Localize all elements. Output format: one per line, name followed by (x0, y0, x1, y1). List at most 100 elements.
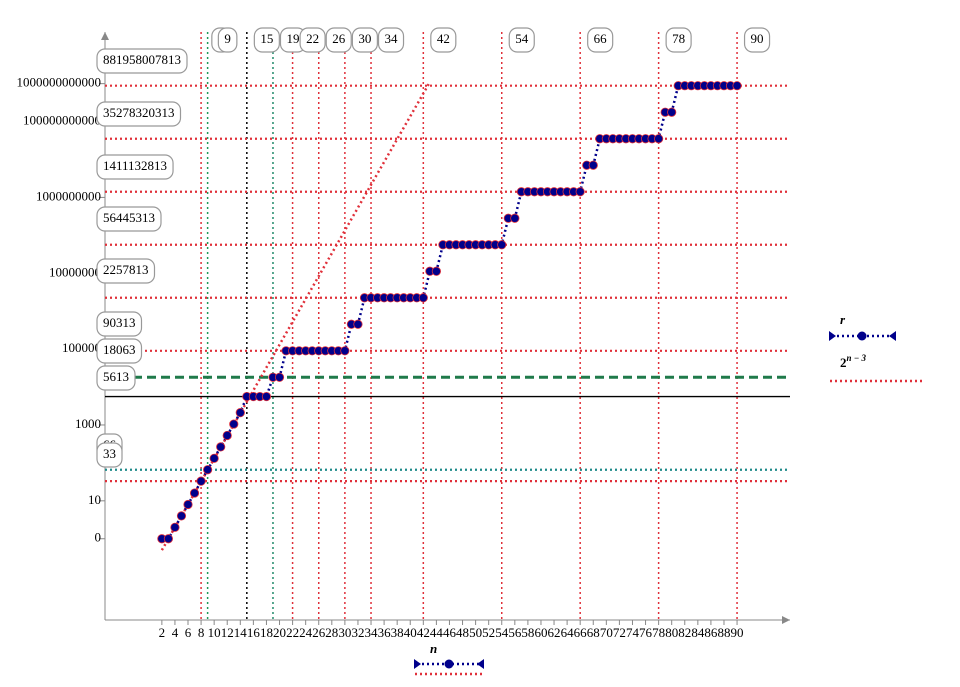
x-tick-label: 36 (378, 625, 392, 640)
x-marker-label-box (743, 27, 771, 53)
y-tick-label: 10 (88, 492, 101, 507)
y-marker-label-box (96, 258, 156, 284)
x-marker-label: 90 (751, 31, 764, 46)
x-tick-label: 74 (626, 625, 640, 640)
x-tick-label: 2 (159, 625, 166, 640)
x-marker-label-group: 42 (430, 27, 457, 53)
r-point (189, 488, 200, 498)
y-tick-label: 1000000000000 (17, 75, 102, 90)
r-point (183, 499, 193, 510)
x-tick-label: 60 (534, 625, 547, 640)
x-tick-label: 14 (234, 625, 248, 640)
r-point (216, 442, 226, 452)
r-point (196, 476, 206, 486)
x-tick-label: 42 (417, 625, 430, 640)
x-tick-label: 50 (469, 625, 482, 640)
x-marker-label-box (299, 27, 326, 53)
legend-label-exponent: n − 3 (847, 353, 867, 363)
x-marker-label: 30 (358, 31, 371, 46)
x-tick-label: 70 (600, 625, 613, 640)
x-marker-label-group: 26 (325, 27, 352, 53)
x-marker-label: 42 (437, 31, 450, 46)
x-marker-label: 15 (260, 31, 273, 46)
x-marker-label-group: 34 (377, 27, 405, 53)
x-tick-label: 24 (299, 625, 313, 640)
x-tick-label: 32 (351, 625, 364, 640)
x-marker-label: 78 (672, 31, 685, 46)
r-point (235, 408, 245, 418)
r-point (732, 81, 742, 91)
x-marker-label-box (325, 27, 352, 53)
x-marker-label-group: 15 (253, 27, 280, 53)
x-tick-label: 72 (613, 625, 626, 640)
y-marker-label-group: 2257813 (96, 258, 156, 284)
y-marker-label-group: 90313 (96, 311, 143, 337)
x-tick-label: 26 (312, 625, 326, 640)
x-marker-label-group: 9 (217, 27, 238, 53)
y-marker-label-group: 56445313 (96, 206, 162, 232)
x-tick-label: 16 (247, 625, 261, 640)
x-tick-label: 40 (404, 625, 417, 640)
legend-label: r (840, 312, 846, 327)
x-tick-label: 10 (208, 625, 221, 640)
x-axis-label: n (430, 641, 437, 656)
x-marker-label-box (351, 27, 378, 53)
x-tick-label: 54 (495, 625, 509, 640)
x-marker-label: 66 (594, 31, 608, 46)
x-marker-label: 19 (286, 31, 299, 46)
x-marker-label: 54 (515, 31, 529, 46)
x-marker-label-group: 30 (351, 27, 378, 53)
y-marker-label: 1411132813 (103, 158, 167, 173)
x-tick-label: 88 (717, 625, 730, 640)
x-tick-label: 30 (338, 625, 351, 640)
x-marker-label-box (377, 27, 405, 53)
x-tick-label: 68 (587, 625, 600, 640)
x-marker-label-box (253, 27, 280, 53)
x-marker-label-group: 66 (587, 27, 614, 53)
x-tick-label: 44 (430, 625, 444, 640)
x-tick-label: 48 (456, 625, 469, 640)
r-point (667, 107, 677, 117)
x-tick-label: 86 (704, 625, 718, 640)
x-marker-label-group: 54 (508, 27, 535, 53)
y-tick-label: 100000 (62, 340, 101, 355)
y-marker-label: 881958007813 (103, 52, 181, 67)
r-point (497, 240, 507, 250)
x-tick-label: 4 (172, 625, 179, 640)
y-marker-label-box (96, 365, 136, 391)
y-marker-label-box (96, 311, 143, 337)
x-tick-label: 18 (260, 625, 273, 640)
x-tick-label: 64 (561, 625, 575, 640)
x-marker-label-box (217, 27, 238, 53)
y-marker-label-box (96, 206, 162, 232)
y-marker-label-group: 33 (96, 442, 123, 468)
x-tick-label: 56 (508, 625, 522, 640)
r-point (418, 293, 428, 303)
y-marker-label: 56445313 (103, 210, 155, 225)
legend-label: 2n − 3 (840, 353, 866, 370)
y-marker-label: 33 (103, 446, 116, 461)
y-marker-label-group: 35278320313 (96, 101, 182, 127)
y-marker-label-group: 5613 (96, 365, 136, 391)
x-tick-label: 46 (443, 625, 457, 640)
legend-label-base: 2 (840, 355, 847, 370)
axis-legend-swatch-point (444, 659, 454, 669)
x-tick-label: 90 (731, 625, 744, 640)
x-tick-label: 8 (198, 625, 205, 640)
x-tick-label: 22 (286, 625, 299, 640)
r-point (575, 187, 585, 197)
r-point (510, 213, 520, 223)
x-marker-label-group: 78 (665, 27, 692, 53)
r-point (261, 391, 272, 402)
r-point (203, 465, 213, 475)
x-axis-arrow (782, 616, 790, 624)
x-tick-label: 78 (652, 625, 665, 640)
x-marker-label-group: 90 (743, 27, 771, 53)
x-marker-label: 9 (224, 31, 231, 46)
x-tick-label: 38 (391, 625, 404, 640)
r-point (176, 511, 187, 521)
y-marker-label-group: 1411132813 (96, 154, 174, 180)
r-point (431, 266, 441, 276)
x-tick-label: 52 (482, 625, 495, 640)
